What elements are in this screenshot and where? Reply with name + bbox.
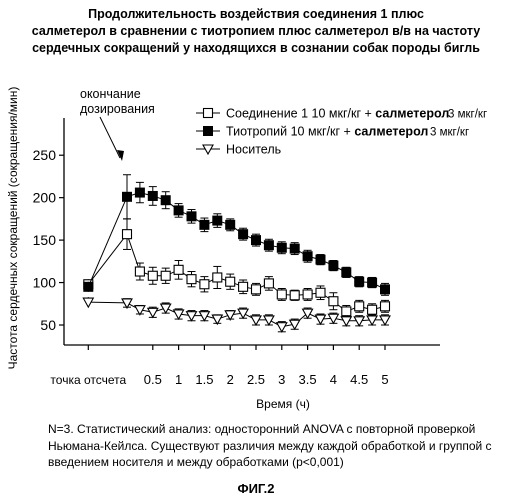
- open-square-marker: [187, 275, 196, 284]
- filled-square-marker: [277, 243, 286, 252]
- filled-square-marker: [303, 252, 312, 261]
- filled-square-marker: [123, 192, 132, 201]
- x-tick-label: 2: [227, 372, 234, 387]
- open-square-marker: [148, 271, 157, 280]
- open-square-marker: [135, 267, 144, 276]
- filled-square-marker: [174, 206, 183, 215]
- x-tick-label: 5: [381, 372, 388, 387]
- filled-square-marker: [204, 127, 213, 136]
- open-square-marker: [161, 271, 170, 280]
- series-baseline-connector: [88, 302, 127, 303]
- filled-square-marker: [252, 236, 261, 245]
- annotation-line-2: дозирования: [80, 102, 155, 116]
- legend-entry-2: Тиотропий 10 мкг/кг + салметерол3 мкг/кг: [196, 125, 469, 139]
- footnote-line-3: введением носителя и между обработками (…: [48, 454, 508, 471]
- filled-square-marker: [316, 255, 325, 264]
- y-tick-label: 100: [33, 275, 57, 291]
- filled-square-marker: [187, 212, 196, 221]
- open-square-marker: [226, 277, 235, 286]
- open-triangle-marker: [316, 315, 326, 324]
- open-square-marker: [200, 280, 209, 289]
- open-triangle-marker: [277, 323, 287, 332]
- x-tick-label: 1.5: [195, 372, 213, 387]
- filled-square-marker: [213, 216, 222, 225]
- figure-label: ФИГ.2: [0, 481, 512, 496]
- x-tick-label: 2.5: [247, 372, 265, 387]
- x-tick-label: 3: [278, 372, 285, 387]
- plot-area: [83, 175, 390, 332]
- open-square-marker: [303, 290, 312, 299]
- open-triangle-marker: [212, 315, 222, 324]
- legend-label-bold: салметерол: [372, 107, 450, 121]
- open-square-marker: [316, 288, 325, 297]
- x-tick-label: точка отсчета: [50, 373, 126, 387]
- filled-square-marker: [329, 261, 338, 270]
- filled-square-marker: [200, 220, 209, 229]
- open-square-marker: [204, 109, 213, 118]
- filled-square-marker: [84, 282, 93, 291]
- footnote: N=3. Статистический анализ: односторонни…: [48, 421, 508, 471]
- open-square-marker: [290, 291, 299, 300]
- open-square-marker: [381, 302, 390, 311]
- y-tick-label: 200: [33, 190, 57, 206]
- x-tick-label: 4: [330, 372, 337, 387]
- legend-label-text: Носитель: [226, 143, 281, 157]
- legend-dose: 3 мкг/кг: [448, 109, 487, 121]
- legend-entry-1: Соединение 1 10 мкг/кг + салметерол3 мкг…: [196, 107, 487, 121]
- legend-label-text: Соединение 1 10 мкг/кг +: [226, 107, 372, 121]
- filled-square-marker: [264, 241, 273, 250]
- open-triangle-marker: [161, 304, 171, 313]
- filled-square-marker: [161, 196, 170, 205]
- filled-square-marker: [381, 285, 390, 294]
- open-square-marker: [329, 297, 338, 306]
- legend-label: Соединение 1 10 мкг/кг + салметерол: [226, 107, 449, 121]
- open-triangle-marker: [122, 299, 132, 308]
- y-tick-label: 250: [33, 147, 57, 163]
- open-triangle-marker: [148, 308, 158, 317]
- x-tick-label: 4.5: [350, 372, 368, 387]
- footnote-line-2: Ньюмана-Кейлса. Существуют различия межд…: [48, 438, 508, 455]
- open-square-marker: [277, 290, 286, 299]
- open-square-marker: [213, 273, 222, 282]
- y-tick-label: 150: [33, 232, 57, 248]
- filled-square-marker: [148, 191, 157, 200]
- annotation-line-1: окончание: [80, 87, 141, 101]
- open-square-marker: [123, 230, 132, 239]
- x-tick-label: 1: [175, 372, 182, 387]
- legend-label: Тиотропий 10 мкг/кг + салметерол: [226, 125, 428, 139]
- open-square-marker: [239, 282, 248, 291]
- open-square-marker: [368, 305, 377, 314]
- heart-rate-chart: 50100150200250точка отсчета0.511.522.533…: [0, 0, 512, 420]
- legend: Соединение 1 10 мкг/кг + салметерол3 мкг…: [196, 107, 487, 157]
- open-square-marker: [264, 279, 273, 288]
- open-square-marker: [342, 307, 351, 316]
- filled-square-marker: [239, 230, 248, 239]
- x-tick-label: 3.5: [299, 372, 317, 387]
- x-tick-label: 0.5: [144, 372, 162, 387]
- filled-square-marker: [290, 244, 299, 253]
- filled-square-marker: [226, 220, 235, 229]
- footnote-line-1: N=3. Статистический анализ: односторонни…: [48, 421, 508, 438]
- open-triangle-marker: [225, 311, 235, 320]
- y-axis-label: Частота сердечных сокращений (сокращения…: [6, 87, 20, 370]
- filled-square-marker: [135, 188, 144, 197]
- legend-label: Носитель: [226, 143, 281, 157]
- filled-square-marker: [342, 268, 351, 277]
- legend-dose: 3 мкг/кг: [430, 127, 469, 139]
- open-square-marker: [174, 265, 183, 274]
- y-tick-label: 50: [40, 317, 56, 333]
- annotation-arrow-head: [117, 150, 124, 161]
- legend-label-text: Тиотропий 10 мкг/кг +: [226, 125, 351, 139]
- x-axis-label: Время (ч): [256, 397, 310, 411]
- annotation-arrow-line: [100, 117, 120, 158]
- filled-square-marker: [355, 277, 364, 286]
- open-square-marker: [252, 285, 261, 294]
- legend-entry-3: Носитель: [196, 143, 281, 157]
- filled-square-marker: [368, 278, 377, 287]
- open-square-marker: [355, 302, 364, 311]
- legend-label-bold: салметерол: [351, 125, 429, 139]
